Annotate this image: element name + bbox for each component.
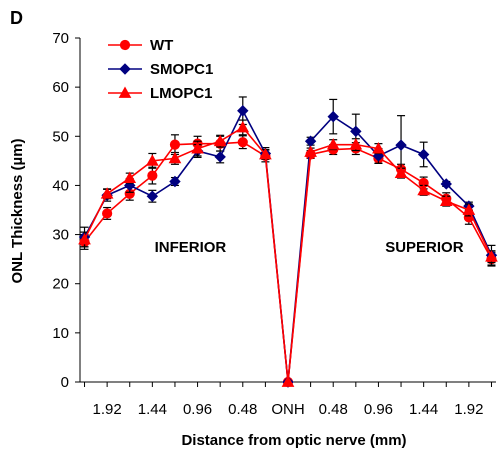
legend-label: LMOPC1 [150, 85, 213, 102]
data-point [304, 145, 317, 157]
x-tick-label: 0.48 [319, 401, 348, 418]
region-label: SUPERIOR [385, 239, 464, 256]
y-axis-ticks: 0 10 20 30 40 50 60 70 [52, 30, 80, 391]
region-labels: INFERIOR SUPERIOR [155, 239, 464, 256]
data-point [78, 232, 91, 245]
data-point [237, 137, 248, 148]
x-tick-label: 1.44 [409, 401, 438, 418]
data-point [146, 190, 159, 202]
data-point [213, 134, 227, 147]
data-point [372, 142, 385, 154]
series-line [83, 141, 493, 383]
data-point [191, 142, 204, 154]
data-point [485, 250, 498, 262]
y-tick-label: 50 [52, 128, 69, 145]
data-point [214, 151, 226, 163]
y-tick-label: 20 [52, 276, 69, 293]
data-point [440, 178, 452, 190]
legend: WT SMOPC1 LMOPC1 [108, 37, 213, 102]
region-label: INFERIOR [155, 239, 227, 256]
data-point [349, 138, 363, 150]
data-point [281, 375, 295, 387]
x-tick-label: 0.96 [183, 401, 212, 418]
data-point [327, 110, 339, 123]
data-point [169, 139, 181, 150]
data-point [236, 120, 250, 133]
x-axis-title: Distance from optic nerve (mm) [181, 432, 406, 449]
y-tick-label: 60 [52, 79, 69, 96]
data-point [439, 194, 453, 207]
x-tick-label: 1.44 [138, 401, 167, 418]
data-point [100, 187, 114, 199]
y-tick-label: 10 [52, 325, 69, 342]
data-point [350, 125, 362, 138]
x-tick-label: 0.48 [228, 401, 257, 418]
data-point [145, 154, 159, 166]
data-point [237, 105, 249, 117]
series-layer [78, 96, 498, 388]
data-point [326, 138, 340, 150]
data-point [417, 183, 431, 196]
data-point [395, 139, 407, 151]
data-point [259, 147, 272, 160]
legend-marker [119, 39, 131, 51]
data-point [417, 148, 430, 161]
plot-area: 0 10 20 30 40 50 60 70 1.92 1.44 0.96 0.48 ONH 0.48 0… [52, 30, 498, 418]
legend-item-lmopc1: LMOPC1 [108, 85, 213, 102]
legend-item-wt: WT [108, 37, 173, 54]
x-tick-label: 1.92 [454, 401, 483, 418]
legend-label: SMOPC1 [150, 61, 213, 78]
legend-marker [118, 86, 132, 98]
data-point [147, 170, 158, 181]
data-point [123, 171, 137, 183]
data-point [168, 151, 182, 164]
x-tick-label: ONH [271, 401, 304, 418]
data-point [462, 203, 476, 215]
y-tick-label: 70 [52, 30, 69, 47]
y-axis-title: ONL Thickness (µm) [9, 138, 26, 283]
x-axis-ticks: 1.92 1.44 0.96 0.48 ONH 0.48 0.96 1.44 1.92 [84, 382, 492, 418]
legend-item-smopc1: SMOPC1 [108, 61, 213, 78]
data-point [102, 208, 113, 219]
series-wt [79, 134, 497, 388]
x-tick-label: 0.96 [364, 401, 393, 418]
data-point [169, 175, 181, 188]
panel-label: D [10, 8, 23, 28]
y-tick-label: 0 [61, 374, 69, 391]
y-tick-label: 40 [52, 177, 69, 194]
data-point [394, 166, 408, 179]
x-tick-label: 1.92 [93, 401, 122, 418]
y-tick-label: 30 [52, 227, 69, 244]
legend-label: WT [150, 37, 173, 54]
legend-marker [119, 63, 131, 75]
series-lmopc1 [78, 119, 498, 387]
